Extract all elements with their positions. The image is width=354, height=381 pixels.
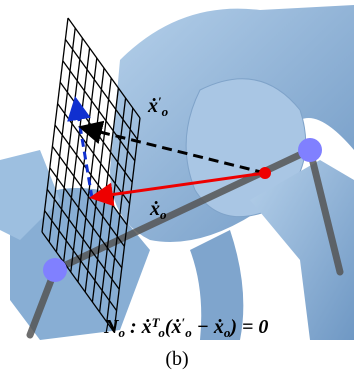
joint bbox=[298, 138, 322, 162]
math-run: ) = 0 bbox=[228, 316, 268, 338]
math-run: (ẋ bbox=[165, 316, 182, 338]
math-run: ẋ bbox=[147, 95, 158, 117]
math-run: − ẋ bbox=[192, 316, 224, 338]
math-run: N bbox=[103, 316, 120, 338]
equation: No : ẋTo(ẋ′o − ẋo) = 0 bbox=[103, 315, 268, 340]
figure: ẋ′o ẋo No : ẋTo(ẋ′o − ẋo) = 0 (b) bbox=[0, 0, 354, 381]
math-run: o bbox=[160, 207, 167, 222]
joint bbox=[43, 258, 67, 282]
math-run: : ẋ bbox=[125, 316, 152, 338]
math-run: ẋ bbox=[149, 198, 160, 220]
math-run: o bbox=[162, 104, 169, 119]
caption: (b) bbox=[165, 348, 188, 370]
point bbox=[259, 167, 271, 179]
